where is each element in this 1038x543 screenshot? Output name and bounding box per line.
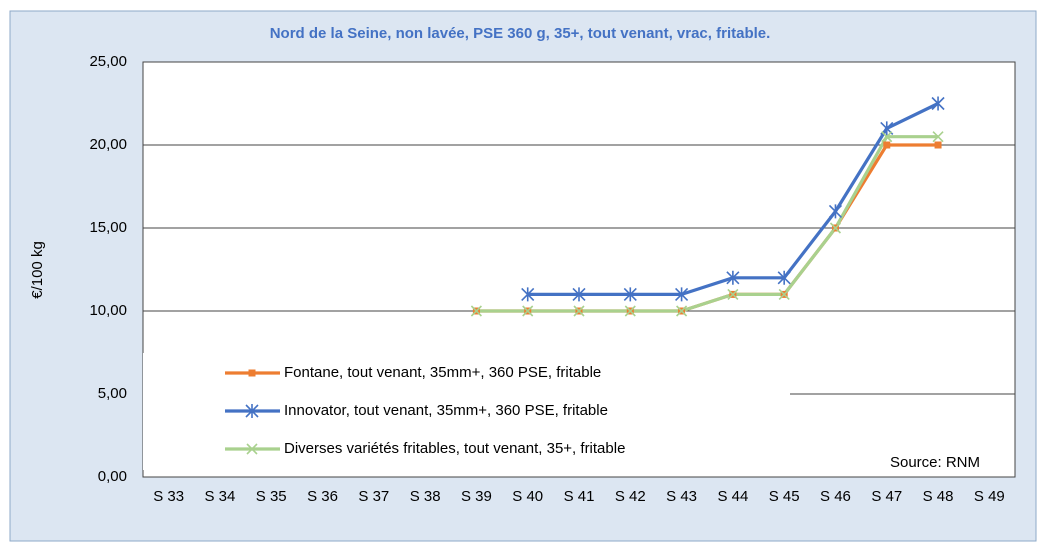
legend-label: Fontane, tout venant, 35mm+, 360 PSE, fr… (284, 364, 601, 381)
plot-border (142, 61, 1016, 478)
x-tick-label: S 47 (871, 488, 902, 505)
y-tick-label: 20,00 (89, 136, 127, 153)
data-point (778, 288, 790, 300)
data-point (727, 288, 739, 300)
y-tick-label: 25,00 (89, 53, 127, 70)
x-tick-label: S 34 (205, 488, 236, 505)
y-tick-label: 0,00 (98, 468, 127, 485)
y-tick-label: 5,00 (98, 385, 127, 402)
legend-marker (248, 369, 256, 377)
data-point (470, 305, 482, 317)
legend-marker (245, 404, 259, 418)
x-tick-label: S 36 (307, 488, 338, 505)
x-tick-label: S 42 (615, 488, 646, 505)
x-tick-label: S 41 (564, 488, 595, 505)
legend-label: Diverses variétés fritables, tout venant… (284, 440, 625, 457)
x-tick-label: S 39 (461, 488, 492, 505)
data-point (881, 131, 893, 143)
x-tick-label: S 45 (769, 488, 800, 505)
data-point (931, 96, 945, 111)
x-tick-label: S 33 (153, 488, 184, 505)
x-tick-label: S 48 (923, 488, 954, 505)
data-point (572, 287, 586, 302)
chart-title: Nord de la Seine, non lavée, PSE 360 g, … (270, 25, 771, 42)
data-point (934, 141, 942, 149)
data-point (675, 287, 689, 302)
x-tick-label: S 49 (974, 488, 1005, 505)
data-point (623, 287, 637, 302)
data-point (777, 270, 791, 285)
data-point (521, 287, 535, 302)
data-point (676, 305, 688, 317)
data-point (522, 305, 534, 317)
data-point (828, 204, 843, 219)
data-point (726, 270, 740, 285)
x-tick-label: S 44 (717, 488, 748, 505)
x-tick-label: S 43 (666, 488, 697, 505)
x-tick-label: S 38 (410, 488, 441, 505)
y-axis-label: €/100 kg (29, 241, 46, 299)
y-tick-label: 15,00 (89, 219, 127, 236)
data-point (829, 222, 842, 234)
data-point (932, 131, 944, 143)
x-tick-label: S 35 (256, 488, 287, 505)
data-point (883, 141, 891, 149)
y-tick-label: 10,00 (89, 302, 127, 319)
data-point (573, 305, 585, 317)
data-point (624, 305, 636, 317)
legend-label: Innovator, tout venant, 35mm+, 360 PSE, … (284, 402, 608, 419)
x-tick-label: S 40 (512, 488, 543, 505)
series-line (476, 135, 939, 313)
x-tick-label: S 37 (358, 488, 389, 505)
legend-marker (246, 443, 258, 455)
x-tick-label: S 46 (820, 488, 851, 505)
annotation: Source: RNM (890, 454, 980, 471)
